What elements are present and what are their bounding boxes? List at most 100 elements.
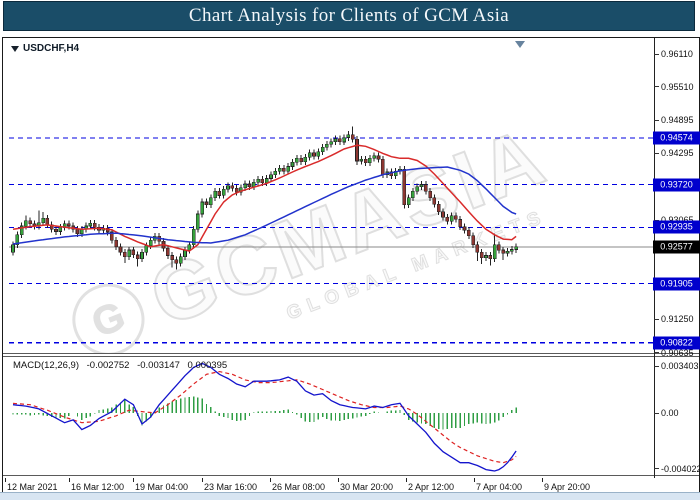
candle — [123, 249, 127, 264]
macd-indicator-canvas[interactable] — [9, 357, 654, 478]
candle — [509, 246, 514, 255]
candle — [406, 194, 411, 208]
symbol-dropdown-icon — [11, 45, 19, 52]
level-price-badge: 0.93720 — [653, 178, 700, 192]
macd-value-main: -0.002752 — [86, 360, 130, 371]
candle — [277, 164, 282, 175]
candle — [475, 241, 480, 261]
candle — [19, 222, 24, 238]
candles-group — [11, 126, 518, 270]
level-price-badge: 0.90822 — [653, 336, 700, 350]
macd-tick-label: 0.00 — [661, 408, 679, 418]
candle — [299, 155, 303, 165]
candle — [363, 156, 368, 166]
candle — [484, 252, 488, 261]
candle — [170, 252, 174, 268]
candle — [466, 227, 471, 240]
candle — [183, 246, 187, 260]
price-axis[interactable]: 0.96110 0.95510 0.94895 0.94295 0.93065 0.912… — [653, 38, 700, 478]
current-price-badge: 0.92577 — [653, 240, 700, 254]
ma-slow-blue-line — [12, 166, 517, 245]
panel-separator[interactable] — [3, 353, 699, 357]
candle — [58, 223, 63, 235]
candle — [501, 246, 506, 260]
candle — [346, 131, 351, 141]
level-price-badge: 0.94574 — [653, 131, 700, 145]
time-axis-tick — [406, 478, 407, 482]
candle — [303, 153, 308, 165]
candle — [15, 231, 20, 248]
candle — [428, 187, 432, 201]
price-axis-tick — [654, 152, 659, 154]
chart-window[interactable]: G GCMASIA GLOBAL MARKETS USDCHF,H4 MACD(… — [2, 37, 700, 493]
candle — [312, 149, 316, 160]
macd-signal-line — [12, 370, 517, 464]
candle — [256, 175, 260, 186]
candle — [492, 233, 497, 263]
time-axis[interactable]: 12 Mar 2021 16 Mar 12:00 19 Mar 04:00 23 Ma… — [3, 478, 699, 492]
candle — [342, 134, 346, 146]
candle — [350, 126, 355, 143]
candle — [110, 228, 114, 244]
candle — [54, 226, 58, 235]
candle — [140, 249, 144, 263]
candle — [118, 243, 123, 256]
candle — [419, 181, 424, 190]
time-tick-label: 16 Mar 12:00 — [71, 482, 125, 492]
time-axis-tick — [202, 478, 203, 482]
time-tick-label: 19 Mar 04:00 — [135, 482, 189, 492]
candle — [114, 236, 118, 250]
price-chart-canvas[interactable] — [9, 40, 654, 353]
price-axis-tick — [654, 53, 659, 55]
candle — [497, 241, 501, 254]
time-axis-tick — [133, 478, 134, 482]
candle — [286, 163, 291, 175]
price-axis-tick — [654, 86, 659, 88]
candle — [333, 135, 338, 146]
candle — [45, 215, 50, 229]
level-price-badge: 0.92935 — [653, 220, 700, 234]
candle — [316, 148, 321, 160]
candle — [320, 144, 325, 155]
window-bottom-edge — [0, 492, 700, 500]
candle — [269, 171, 273, 182]
candle — [290, 158, 295, 170]
price-tick-label: 0.90635 — [661, 347, 694, 358]
candle — [178, 253, 183, 267]
macd-tick-label: -0.004022 — [661, 463, 700, 474]
candle — [359, 156, 364, 165]
candle — [372, 152, 377, 162]
candle — [88, 220, 93, 230]
level-price-badge: 0.91905 — [653, 277, 700, 291]
candle — [226, 182, 230, 193]
candle — [166, 245, 170, 259]
candle — [514, 243, 518, 253]
price-axis-tick — [654, 119, 659, 121]
macd-indicator-label: MACD(12,26,9) -0.002752 -0.003147 0.0003… — [13, 360, 232, 371]
time-axis-tick — [69, 478, 70, 482]
macd-value-signal: -0.003147 — [137, 360, 180, 371]
candle — [368, 155, 372, 166]
candle — [191, 226, 196, 248]
title-bar: Chart Analysis for Clients of GCM Asia — [3, 1, 695, 31]
candle — [432, 194, 437, 208]
candle — [84, 222, 88, 233]
candle — [252, 179, 256, 190]
price-tick-label: 0.96110 — [661, 49, 693, 59]
time-tick-label: 2 Apr 12:00 — [408, 482, 455, 492]
time-tick-label: 12 Mar 2021 — [7, 482, 58, 492]
ma-fast-red-line — [12, 144, 517, 252]
macd-histogram — [12, 396, 517, 430]
candle — [389, 168, 394, 180]
candle — [209, 194, 213, 208]
candle — [454, 212, 458, 223]
candle — [307, 149, 312, 161]
candle — [462, 223, 467, 234]
time-axis-tick — [474, 478, 475, 482]
price-axis-tick — [654, 318, 659, 320]
candle — [230, 182, 235, 192]
candle — [135, 251, 140, 267]
candle — [325, 140, 329, 151]
candle — [488, 252, 493, 266]
